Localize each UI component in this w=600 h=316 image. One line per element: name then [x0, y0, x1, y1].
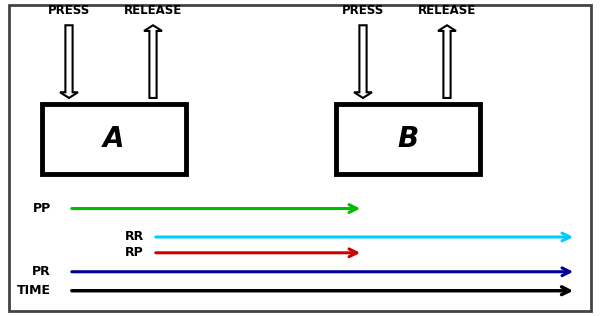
- Bar: [336, 104, 480, 174]
- Text: PR: PR: [32, 265, 51, 278]
- Text: B: B: [397, 125, 419, 153]
- Text: RELEASE: RELEASE: [124, 4, 182, 17]
- Text: PRESS: PRESS: [342, 4, 384, 17]
- Text: RR: RR: [125, 230, 144, 244]
- Polygon shape: [354, 25, 372, 98]
- Polygon shape: [144, 25, 162, 98]
- Text: PP: PP: [33, 202, 51, 215]
- Text: PRESS: PRESS: [48, 4, 90, 17]
- Text: RELEASE: RELEASE: [418, 4, 476, 17]
- Text: A: A: [103, 125, 125, 153]
- Polygon shape: [438, 25, 456, 98]
- Bar: [42, 104, 186, 174]
- Text: TIME: TIME: [17, 284, 51, 297]
- Text: RP: RP: [125, 246, 144, 259]
- Polygon shape: [60, 25, 78, 98]
